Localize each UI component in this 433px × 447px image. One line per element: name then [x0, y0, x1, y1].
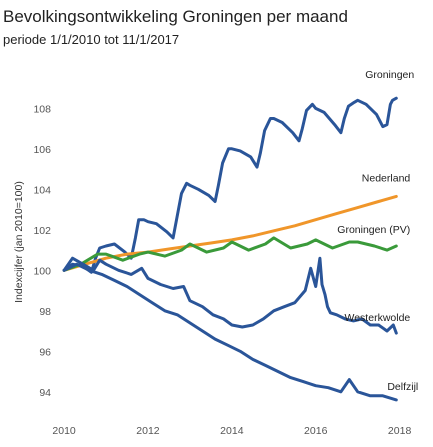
y-tick-label: 98 [39, 306, 51, 318]
series-label: Delfzijl [387, 381, 418, 393]
y-tick-label: 96 [39, 346, 51, 358]
y-tick-label: 102 [33, 225, 51, 237]
x-tick-label: 2014 [220, 425, 244, 437]
x-tick-label: 2012 [136, 425, 160, 437]
y-tick-label: 104 [33, 184, 51, 196]
series-labels: Groningen Nederland Groningen (PV) Westerkw… [337, 69, 418, 393]
y-ticks: 94 96 98 100 102 104 106 108 [33, 103, 51, 398]
series-line-delfzijl [62, 262, 398, 402]
x-tick-label: 2018 [388, 425, 412, 437]
series-lines [62, 96, 398, 402]
series-line-groningen-pv [62, 236, 398, 272]
series-line-westerkwolde [62, 256, 398, 335]
series-label: Nederland [362, 172, 411, 184]
series-label: Groningen [365, 69, 414, 81]
series-line-nederland [62, 194, 398, 272]
series-label: Westerkwolde [345, 312, 411, 324]
chart-subtitle: periode 1/1/2010 tot 11/1/2017 [3, 32, 180, 47]
y-tick-label: 106 [33, 144, 51, 156]
chart-title: Bevolkingsontwikkeling Groningen per maa… [3, 7, 348, 26]
series-label: Groningen (PV) [337, 224, 410, 236]
y-tick-label: 108 [33, 103, 51, 115]
series-line-groningen [62, 96, 398, 274]
y-axis-label: Indexcijfer (jan 2010=100) [13, 181, 25, 303]
y-tick-label: 100 [33, 265, 51, 277]
x-tick-label: 2016 [304, 425, 328, 437]
x-tick-label: 2010 [52, 425, 76, 437]
y-tick-label: 94 [39, 387, 51, 399]
x-ticks: 2010 2012 2014 2016 2018 [52, 425, 411, 437]
